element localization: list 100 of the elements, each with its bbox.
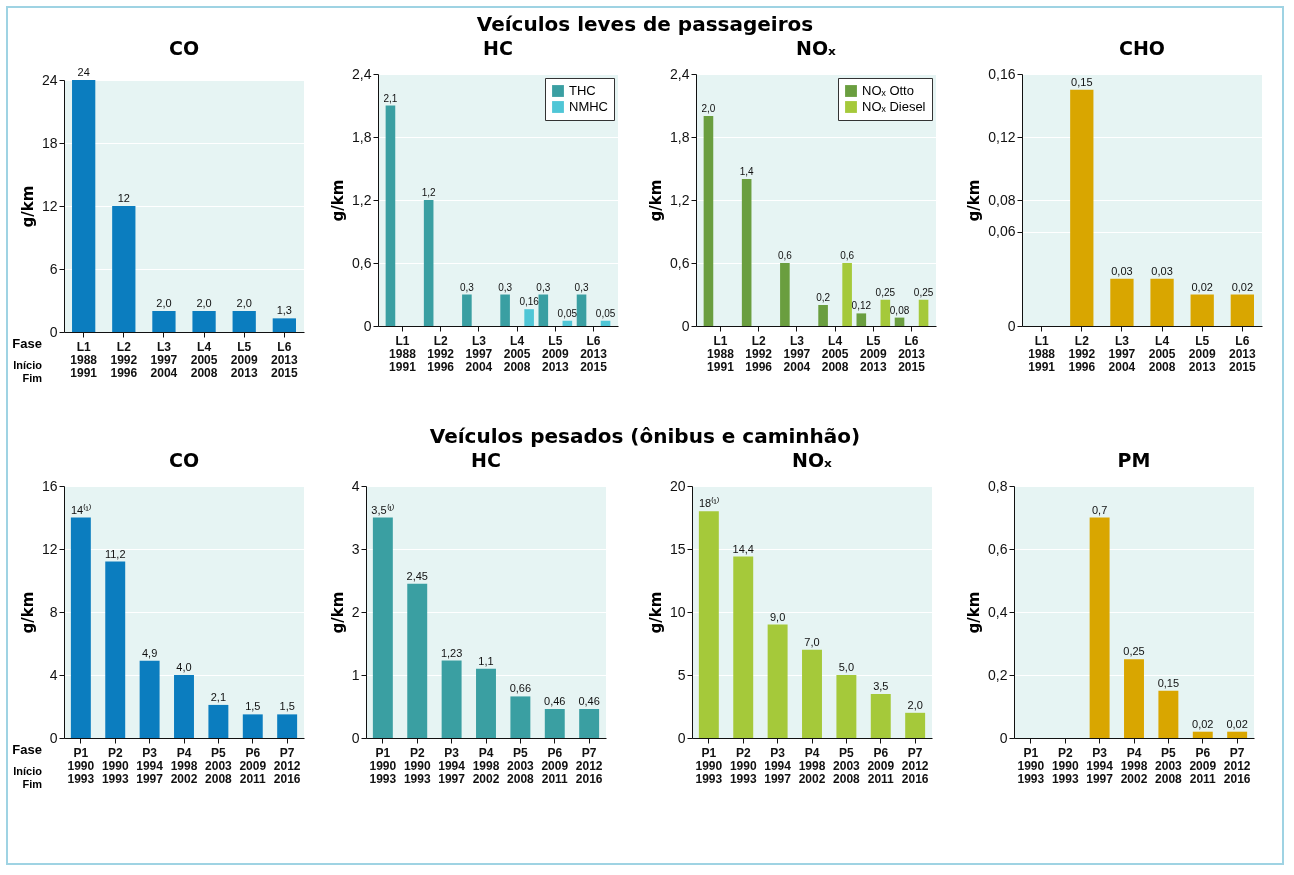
bar [842,263,852,326]
data-label: 0,02 [1231,280,1254,293]
x-tick-label: L2 1992 1996 [745,333,773,374]
data-label: 0,15 [1157,676,1180,689]
bar [242,714,263,738]
legend-label: NMHC [569,99,608,114]
text: Veículos pesados (ônibus e caminhão) [428,424,862,450]
data-label: 0,3 [536,281,551,293]
x-tick-label: P1 1990 1993 [1017,745,1045,786]
x-tick-label: L2 1992 1996 [1068,333,1096,374]
bar [905,712,926,738]
x-tick-label: P2 1990 1993 [1051,745,1079,786]
y-tick-label: 3 [351,540,360,557]
bar [70,517,91,738]
text: Fase [12,336,42,351]
y-tick-label: 0 [677,729,686,746]
y-tick-label: 5 [677,666,686,683]
x-tick-label: L5 2009 2013 [859,333,887,374]
x-tick-label: L3 1997 2004 [465,333,493,374]
bar [1070,89,1094,326]
x-tick-label: P5 2003 2008 [833,745,861,786]
chart-title: HC [483,37,513,59]
data-label: 0,02 [1226,717,1248,730]
bar [385,105,396,326]
x-tick-label: P6 2009 2011 [867,745,895,786]
data-label: 0,08 [889,304,910,316]
text: Fase [12,742,42,757]
bar [174,675,194,738]
x-tick-label: P3 1994 1997 [136,745,164,786]
data-label: 1,2 [421,187,437,198]
x-tick-label: L1 1988 1991 [389,333,417,374]
y-tick-label: 0 [49,323,58,340]
data-label: 0,3 [574,281,589,293]
data-label: 3,5 [873,679,889,692]
bar [277,714,298,738]
chart-title: CO [168,37,200,59]
legend-label: NOₓ Otto [862,83,914,98]
x-tick-label: L6 2013 2015 [898,333,926,374]
x-tick-label: L6 2013 2015 [270,339,298,380]
text: Fim [22,372,43,384]
y-tick-label: 18 [41,134,58,151]
bar [880,299,891,326]
data-label: 0,02 [1191,280,1213,293]
bar [441,660,462,738]
data-label: 1,1 [478,654,494,667]
x-tick-label: L5 2009 2013 [1188,333,1216,374]
data-label: 0,2 [816,292,831,303]
data-label: 0,46 [578,695,600,708]
bar [918,299,929,326]
y-axis-title: g/km [647,179,666,222]
x-tick-label: L3 1997 2004 [150,339,178,380]
bar [476,668,496,738]
data-label: 18⁽¹⁾ [698,497,719,510]
x-tick-label: P2 1990 1993 [729,745,757,786]
data-label: 2,0 [156,297,172,309]
x-tick-label: P5 2003 2008 [1155,745,1183,786]
bar [856,313,867,326]
data-label: 2,1 [383,92,398,104]
data-label: 14⁽¹⁾ [70,503,91,516]
y-tick-label: 0,8 [988,477,1008,494]
chart-title: NOₓ [796,37,837,59]
chart-title: HC [471,449,501,471]
bar [500,294,510,326]
bar [802,649,822,738]
data-label: 7,0 [804,635,820,648]
bar [1110,278,1134,326]
bar [703,116,714,326]
data-label: 0,05 [557,307,578,319]
data-label: 0,7 [1091,503,1108,516]
data-label: 0,6 [777,250,793,261]
text: Início [13,359,43,371]
data-label: 2,0 [236,297,252,309]
data-label: 2,1 [210,690,227,703]
text: Fim [22,778,43,790]
x-tick-label: P4 1998 2002 [798,745,826,786]
data-label: 0,05 [595,307,616,319]
bar [1158,690,1179,738]
data-label: 0,66 [509,682,532,695]
x-tick-label: P3 1994 1997 [438,745,466,786]
bar [818,305,828,326]
y-tick-label: 24 [41,71,58,88]
data-label: 0,25 [1123,645,1145,658]
data-label: 1,5 [245,700,261,713]
y-axis-title: g/km [646,591,665,634]
y-tick-label: 0,2 [988,666,1008,683]
x-tick-label: L5 2009 2013 [230,339,258,380]
bar [1230,294,1254,326]
y-axis-title: g/km [18,591,37,634]
y-tick-label: 15 [669,540,686,557]
data-label: 3,5⁽¹⁾ [371,503,395,516]
data-label: 1,23 [440,646,463,659]
bar [741,179,752,326]
y-tick-label: 1 [351,666,360,683]
y-tick-label: 0,6 [988,540,1008,557]
data-label: 2,45 [406,569,428,582]
x-tick-label: P3 1994 1997 [764,745,792,786]
x-tick-label: P4 1998 2002 [472,745,500,786]
x-tick-label: P7 2012 2016 [575,745,603,786]
bar [152,311,176,332]
y-axis-title: g/km [965,179,984,222]
